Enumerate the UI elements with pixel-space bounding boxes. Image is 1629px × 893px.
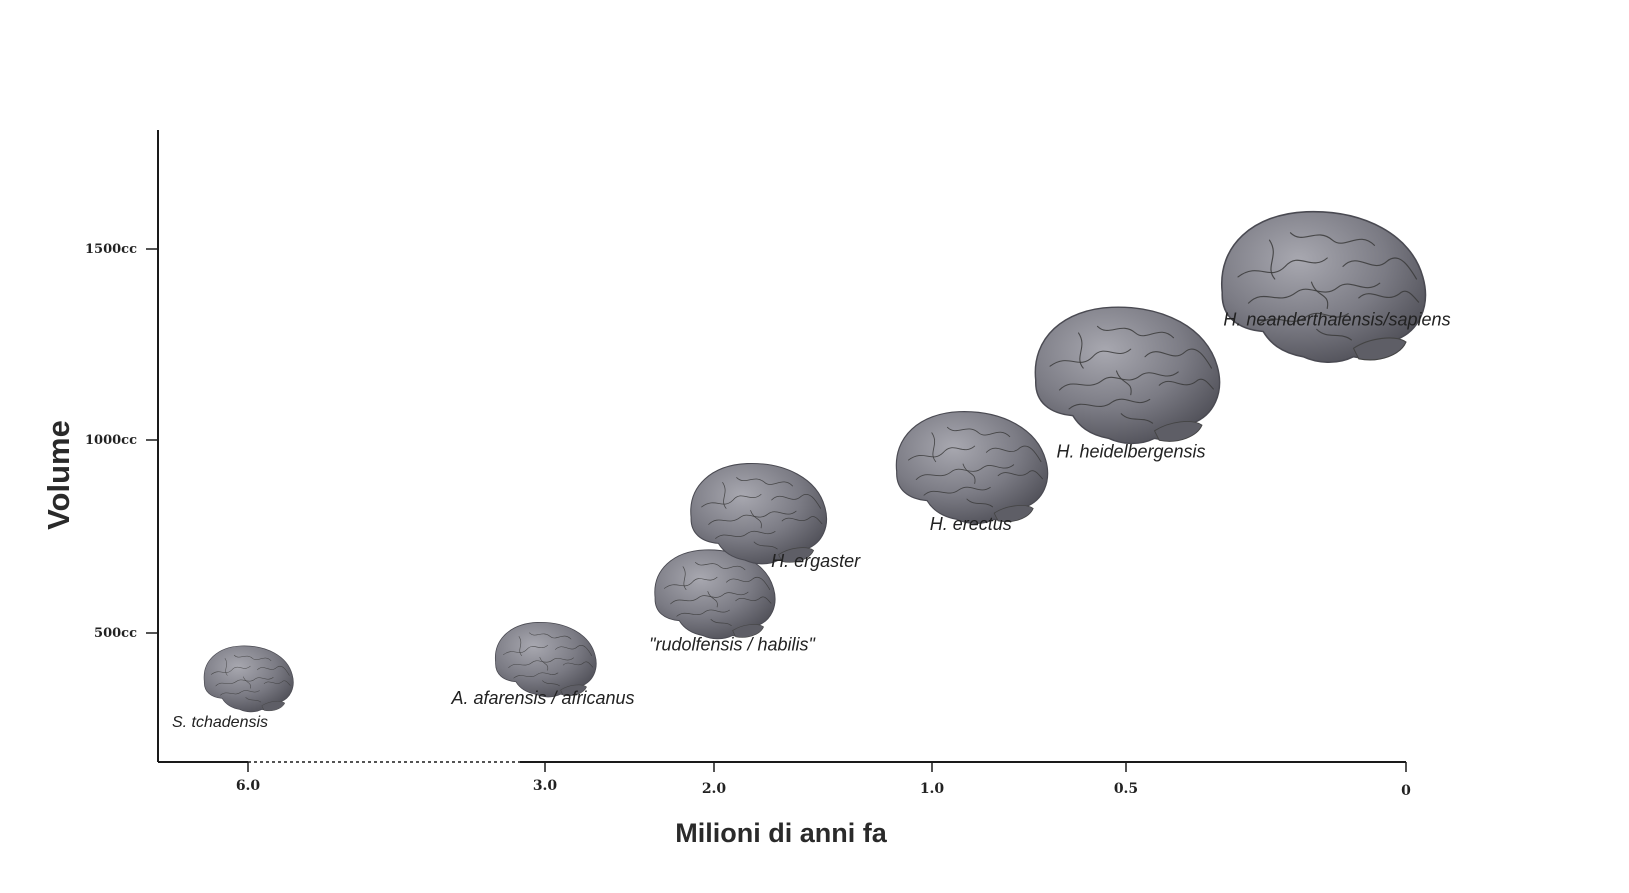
brain-gyrus <box>1316 328 1352 341</box>
brain-marker <box>203 645 294 713</box>
brain-cerebellum <box>993 505 1034 523</box>
brain-gyrus <box>1058 371 1179 391</box>
brain-cerebellum <box>732 624 764 638</box>
brain-gyrus <box>220 690 260 696</box>
x-tick-label-1: 1.0 <box>920 781 945 797</box>
brain-gyrus <box>256 665 290 676</box>
species-label: H. neanderthalensis/sapiens <box>1223 309 1450 329</box>
brain-gyrus <box>513 672 559 679</box>
brain-gyrus <box>735 596 772 604</box>
brain-gyrus <box>1068 398 1151 410</box>
brain-gyrus <box>210 665 251 675</box>
species-labels: S. tchadensis A. afarensis / africanus "ru… <box>172 309 1451 731</box>
brain-gyrus <box>1120 413 1154 424</box>
x-tick-label-3: 3.0 <box>533 778 558 794</box>
brain-cerebellum <box>1153 421 1203 442</box>
brain-gyrus <box>962 463 976 484</box>
y-tick-label-500: 500cc <box>94 626 137 641</box>
brain-gyrus <box>701 493 762 508</box>
brain-gyrus <box>1115 370 1132 396</box>
brain-gyrus <box>518 636 522 657</box>
brain-gyrus <box>243 676 251 689</box>
brain-gyrus <box>1096 325 1175 339</box>
brain-gyrus <box>923 486 991 496</box>
species-label: H. heidelbergensis <box>1056 442 1205 462</box>
x-tick-label-2: 2.0 <box>702 781 727 797</box>
brain-gyrus <box>726 576 771 590</box>
brain-gyrus <box>529 632 572 640</box>
brain-marker <box>895 411 1049 525</box>
brain-gyrus <box>1049 348 1132 367</box>
brain-gyrus <box>722 482 727 509</box>
brain-gyrus <box>915 464 1015 481</box>
brain-gyrus <box>715 530 776 539</box>
brain-gyrus <box>263 680 291 686</box>
brain-gyrus <box>750 510 762 529</box>
brain-gyrus <box>736 477 793 487</box>
x-tick-label-6: 6.0 <box>236 778 261 794</box>
brain-markers <box>203 211 1427 713</box>
brain-gyrus <box>555 645 593 657</box>
brain-gyrus <box>1258 312 1349 325</box>
brain-gyrus <box>695 562 746 571</box>
brain-gyrus <box>562 661 594 668</box>
brain-gyrus <box>708 510 797 525</box>
x-tick-label-0: 0 <box>1401 783 1411 799</box>
brain-gyrus <box>781 516 823 525</box>
brain-gyrus <box>997 470 1043 480</box>
brain-gyrus <box>503 645 548 655</box>
species-label: A. afarensis / africanus <box>450 688 634 708</box>
species-label: H. erectus <box>930 514 1012 534</box>
brain-gyrus <box>1247 282 1381 304</box>
brain-gyrus <box>985 445 1042 463</box>
brain-gyrus <box>1237 257 1328 278</box>
brain-gyrus <box>1310 281 1329 309</box>
brain-gyrus <box>1289 232 1376 246</box>
brain-gyrus <box>664 576 718 589</box>
brain-gyrus <box>1077 332 1084 369</box>
brain-gyrus <box>215 676 274 687</box>
brain-gyrus <box>1158 378 1214 390</box>
brain-gyrus <box>670 591 749 605</box>
brain-gyrus <box>946 426 1011 438</box>
brain-gyrus <box>1268 239 1276 280</box>
brain-gyrus <box>931 432 937 463</box>
x-tick-label-0.5: 0.5 <box>1114 781 1138 797</box>
brain-gyrus <box>1358 290 1420 303</box>
y-axis-title: Volume <box>41 420 76 530</box>
brain-cerebellum <box>778 547 815 563</box>
brain-gyrus <box>753 541 778 550</box>
brain-marker <box>690 463 828 565</box>
brain-gyrus <box>245 697 262 703</box>
brain-gyrus <box>539 656 549 671</box>
brain-gyrus <box>542 680 560 687</box>
brain-gyrus <box>1342 257 1418 280</box>
brain-gyrus <box>682 566 687 590</box>
brain-cerebellum <box>1352 337 1407 361</box>
brain-gyrus <box>710 619 732 626</box>
brain-gyrus <box>508 657 574 668</box>
species-label: H. ergaster <box>771 551 861 571</box>
y-tick-label-1000: 1000cc <box>85 433 137 448</box>
brain-gyrus <box>707 591 718 608</box>
brain-gyrus <box>907 445 976 461</box>
brain-cerebellum <box>261 701 286 712</box>
brain-gyrus <box>224 658 228 676</box>
brain-gyrus <box>966 498 994 508</box>
brain-gyrus <box>1144 348 1213 369</box>
brain-gyrus <box>771 493 821 509</box>
brain-marker <box>654 549 776 640</box>
species-label: "rudolfensis / habilis" <box>649 635 816 655</box>
brain-marker <box>495 622 597 698</box>
x-axis-title: Milioni di anni fa <box>675 818 887 848</box>
brain-marker <box>1220 211 1427 363</box>
brain-marker <box>1034 306 1221 445</box>
species-label: S. tchadensis <box>172 714 268 731</box>
y-tick-label-1500: 1500cc <box>85 242 137 257</box>
brain-gyrus <box>233 654 272 661</box>
brain-gyrus <box>676 609 730 617</box>
brain-cerebellum <box>560 684 587 696</box>
